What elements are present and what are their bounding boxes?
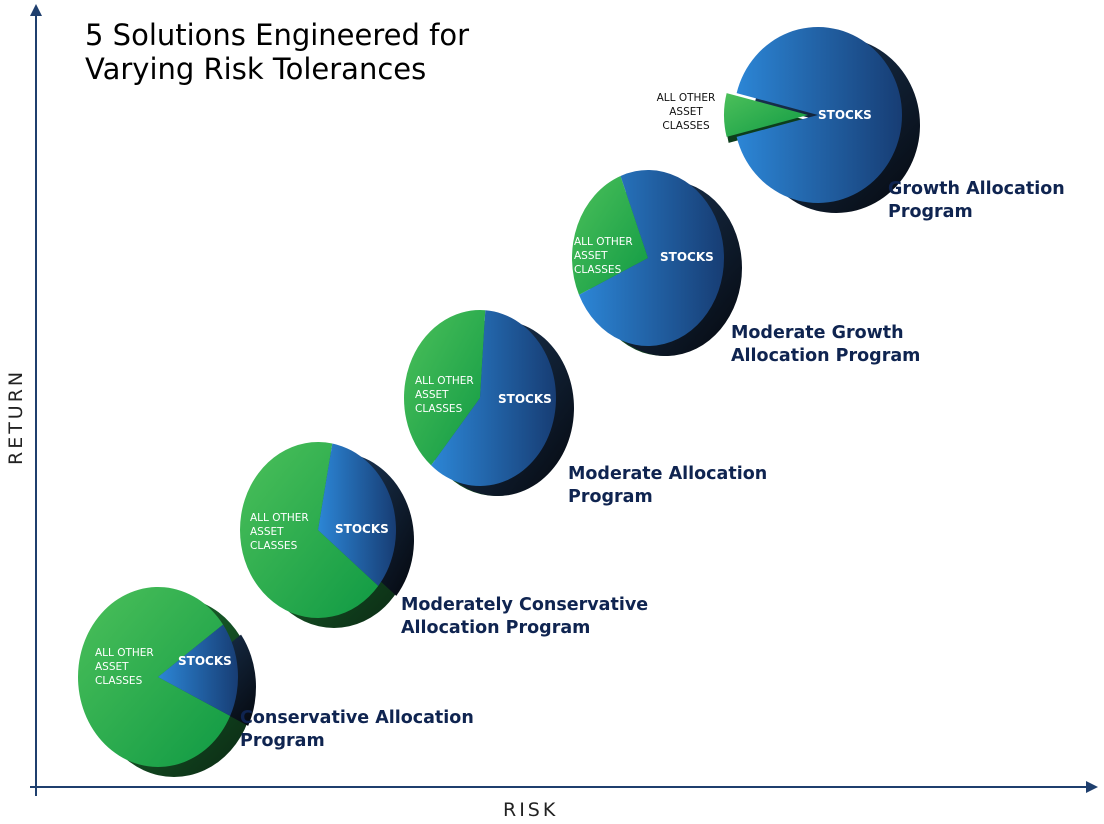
program-label-line: Growth Allocation: [888, 179, 1065, 199]
pie-1: STOCKS ALL OTHER ASSET CLASSES Conservative …: [78, 587, 474, 777]
other-label-line: ASSET: [574, 250, 608, 262]
other-label-line: CLASSES: [95, 675, 143, 687]
program-label-line: Conservative Allocation: [240, 708, 474, 728]
y-axis: [30, 4, 42, 796]
other-label-line: ASSET: [250, 526, 284, 538]
other-label-line: CLASSES: [250, 540, 298, 552]
program-label-line: Program: [240, 731, 325, 751]
other-asset-classes-label: ALL OTHER ASSET CLASSES: [415, 375, 474, 415]
diagram-title: 5 Solutions Engineered for Varying Risk …: [85, 18, 469, 86]
program-label: Growth Allocation Program: [888, 179, 1065, 222]
program-label-line: Allocation Program: [401, 618, 590, 638]
program-label: Moderate Growth Allocation Program: [731, 323, 920, 366]
stocks-slice: [318, 443, 396, 586]
other-label-line: ASSET: [669, 106, 703, 118]
program-label-line: Moderate Allocation: [568, 464, 767, 484]
pie-4: STOCKS ALL OTHER ASSET CLASSES Moderate Grow…: [572, 170, 920, 366]
x-axis: [30, 781, 1098, 793]
stocks-label: STOCKS: [178, 654, 232, 668]
other-asset-classes-label: ALL OTHER ASSET CLASSES: [574, 236, 633, 276]
stocks-label: STOCKS: [498, 392, 552, 406]
stocks-label: STOCKS: [335, 522, 389, 536]
other-slice: [572, 175, 648, 295]
program-label-line: Program: [568, 487, 653, 507]
other-label-line: ALL OTHER: [415, 375, 474, 387]
program-label-line: Moderately Conservative: [401, 595, 648, 615]
stocks-slice: [431, 310, 557, 486]
other-label-line: ASSET: [415, 389, 449, 401]
stocks-slice: [736, 27, 903, 204]
pie-3: STOCKS ALL OTHER ASSET CLASSES Moderate Allo…: [403, 310, 767, 507]
stocks-slice: [158, 624, 238, 716]
other-label-line: ALL OTHER: [574, 236, 633, 248]
program-label: Moderately Conservative Allocation Progra…: [401, 595, 648, 638]
program-label-line: Program: [888, 202, 973, 222]
program-label: Conservative Allocation Program: [240, 708, 474, 751]
other-asset-classes-label: ALL OTHER ASSET CLASSES: [250, 512, 309, 552]
other-label-line: CLASSES: [415, 403, 463, 415]
other-slice: [403, 310, 486, 466]
other-label-line: ASSET: [95, 661, 129, 673]
other-label-line: ALL OTHER: [95, 647, 154, 659]
y-axis-label: RETURN: [5, 369, 27, 465]
title-line-2: Varying Risk Tolerances: [85, 52, 427, 86]
other-label-line: CLASSES: [662, 120, 710, 132]
program-label: Moderate Allocation Program: [568, 464, 767, 507]
pie-5: STOCKS ALL OTHER ASSET CLASSES Growth Alloca…: [657, 27, 1065, 222]
other-label-line: CLASSES: [574, 264, 622, 276]
stocks-label: STOCKS: [660, 250, 714, 264]
other-asset-classes-label: ALL OTHER ASSET CLASSES: [657, 92, 716, 132]
other-slice: [239, 442, 379, 619]
stocks-slice: [579, 170, 724, 346]
other-slice: [78, 587, 231, 767]
title-line-1: 5 Solutions Engineered for: [85, 18, 469, 52]
program-label-line: Moderate Growth: [731, 323, 904, 343]
stocks-label: STOCKS: [818, 108, 872, 122]
program-label-line: Allocation Program: [731, 346, 920, 366]
other-slice: [724, 93, 808, 137]
other-asset-classes-label: ALL OTHER ASSET CLASSES: [95, 647, 154, 687]
other-label-line: ALL OTHER: [657, 92, 716, 104]
other-label-line: ALL OTHER: [250, 512, 309, 524]
pie-2: STOCKS ALL OTHER ASSET CLASSES Moderately Co…: [239, 442, 648, 638]
x-axis-label: RISK: [503, 799, 558, 821]
